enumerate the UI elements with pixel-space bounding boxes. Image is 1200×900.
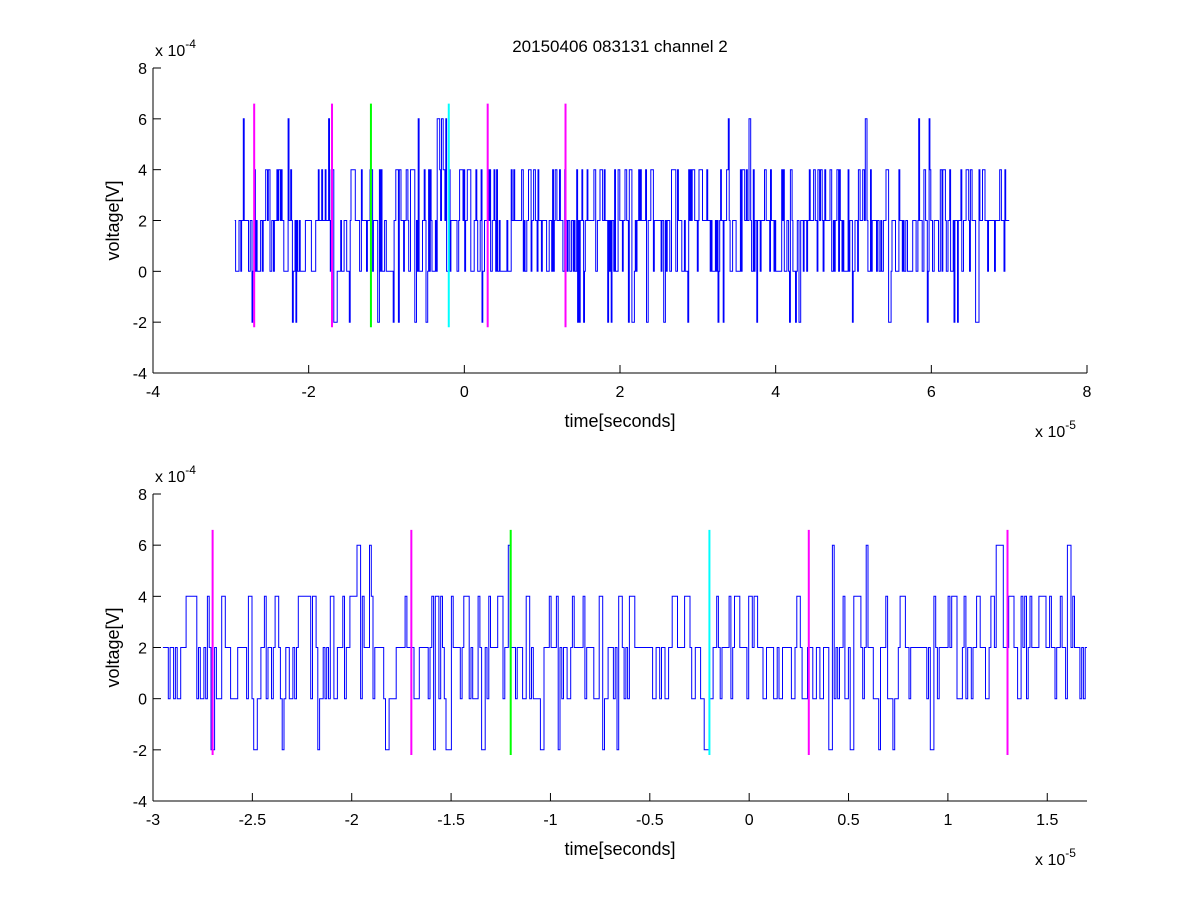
y-tick-label: -4 — [133, 794, 147, 811]
y-tick-label: 4 — [138, 163, 147, 180]
y-tick-label: 6 — [138, 538, 147, 555]
y-tick-label: 4 — [138, 589, 147, 606]
x-multiplier-label: x 10-5 — [1035, 846, 1076, 869]
y-tick-label: 2 — [138, 641, 147, 658]
y-tick-label: 0 — [138, 264, 147, 281]
x-tick-label: 1 — [943, 812, 952, 829]
x-tick-label: -2 — [302, 384, 316, 401]
top-axes: -4 -2 0 2 4 6 8 -4 -2 0 2 4 6 8 time[seconds] voltage[V… — [103, 37, 1092, 441]
x-axis-label: time[seconds] — [564, 839, 675, 859]
y-tick-label: 6 — [138, 112, 147, 129]
x-tick-label: 2 — [616, 384, 625, 401]
x-multiplier-label: x 10-5 — [1035, 418, 1076, 441]
x-tick-label: 8 — [1083, 384, 1092, 401]
y-axis-label: voltage[V] — [103, 607, 123, 687]
x-tick-label: -0.5 — [636, 812, 664, 829]
signal-trace — [234, 118, 1010, 323]
x-tick-label: 0 — [460, 384, 469, 401]
x-tick-label: 0.5 — [837, 812, 859, 829]
x-tick-label: 1.5 — [1036, 812, 1058, 829]
figure-title: 20150406 083131 channel 2 — [512, 37, 728, 56]
y-multiplier-label: x 10-4 — [155, 37, 196, 60]
x-tick-label: 6 — [927, 384, 936, 401]
y-tick-label: 8 — [138, 61, 147, 78]
x-tick-label: 0 — [745, 812, 754, 829]
x-tick-label: -1.5 — [437, 812, 465, 829]
y-tick-label: -2 — [133, 743, 147, 760]
x-tick-label: 4 — [771, 384, 780, 401]
y-tick-label: 8 — [138, 487, 147, 504]
y-tick-label: -2 — [133, 315, 147, 332]
bottom-axes: -3 -2.5 -2 -1.5 -1 -0.5 0 0.5 1 1.5 -4 -2 0 2 4 6 8 time[… — [103, 463, 1087, 869]
x-tick-label: -4 — [146, 384, 160, 401]
x-tick-label: -1 — [543, 812, 557, 829]
x-tick-label: -3 — [146, 812, 160, 829]
x-axis-label: time[seconds] — [564, 411, 675, 431]
y-tick-label: 2 — [138, 214, 147, 231]
y-tick-label: -4 — [133, 366, 147, 383]
y-tick-label: 0 — [138, 692, 147, 709]
x-tick-label: -2 — [345, 812, 359, 829]
y-multiplier-label: x 10-4 — [155, 463, 196, 486]
x-tick-label: -2.5 — [239, 812, 267, 829]
signal-trace — [162, 544, 1087, 751]
y-axis-label: voltage[V] — [103, 180, 123, 260]
